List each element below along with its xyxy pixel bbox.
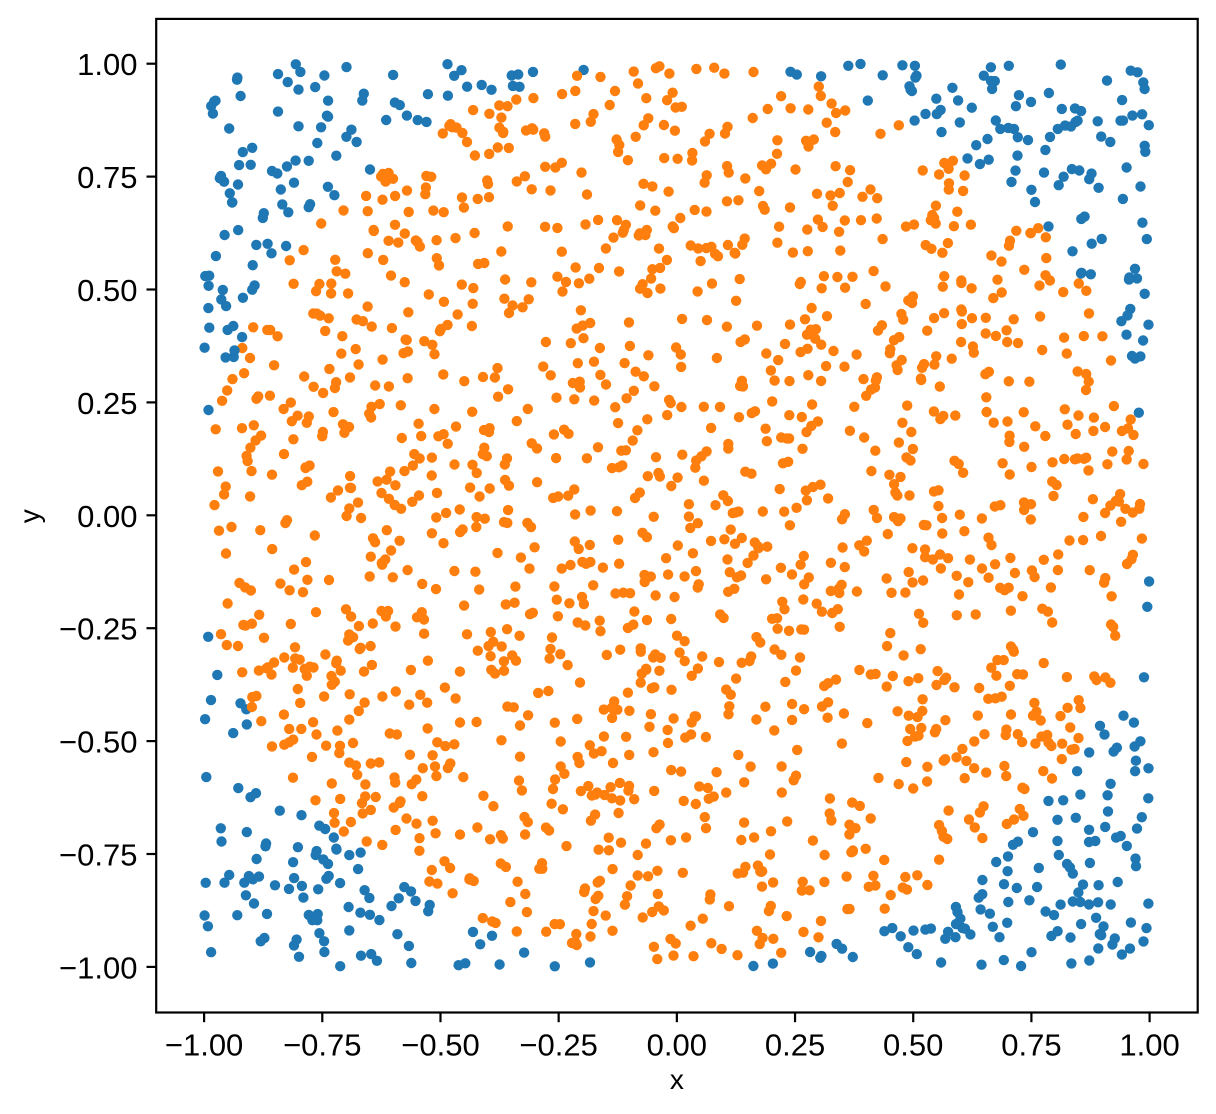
svg-text:0.00: 0.00 — [77, 499, 137, 534]
svg-text:−0.75: −0.75 — [283, 1028, 361, 1063]
svg-text:−0.25: −0.25 — [519, 1028, 597, 1063]
svg-text:1.00: 1.00 — [1119, 1028, 1179, 1063]
svg-text:1.00: 1.00 — [77, 47, 137, 82]
svg-text:0.25: 0.25 — [77, 386, 137, 421]
svg-text:−0.50: −0.50 — [401, 1028, 479, 1063]
svg-text:−0.25: −0.25 — [59, 612, 137, 647]
svg-text:0.00: 0.00 — [647, 1028, 707, 1063]
svg-text:0.50: 0.50 — [883, 1028, 943, 1063]
svg-text:0.50: 0.50 — [77, 273, 137, 308]
svg-text:−1.00: −1.00 — [59, 950, 137, 985]
svg-text:0.75: 0.75 — [77, 160, 137, 195]
svg-text:−0.75: −0.75 — [59, 838, 137, 873]
svg-text:−1.00: −1.00 — [165, 1028, 243, 1063]
svg-text:0.75: 0.75 — [1001, 1028, 1061, 1063]
svg-text:0.25: 0.25 — [765, 1028, 825, 1063]
svg-text:x: x — [670, 1064, 684, 1095]
svg-text:y: y — [14, 509, 45, 523]
svg-text:−0.50: −0.50 — [59, 725, 137, 760]
